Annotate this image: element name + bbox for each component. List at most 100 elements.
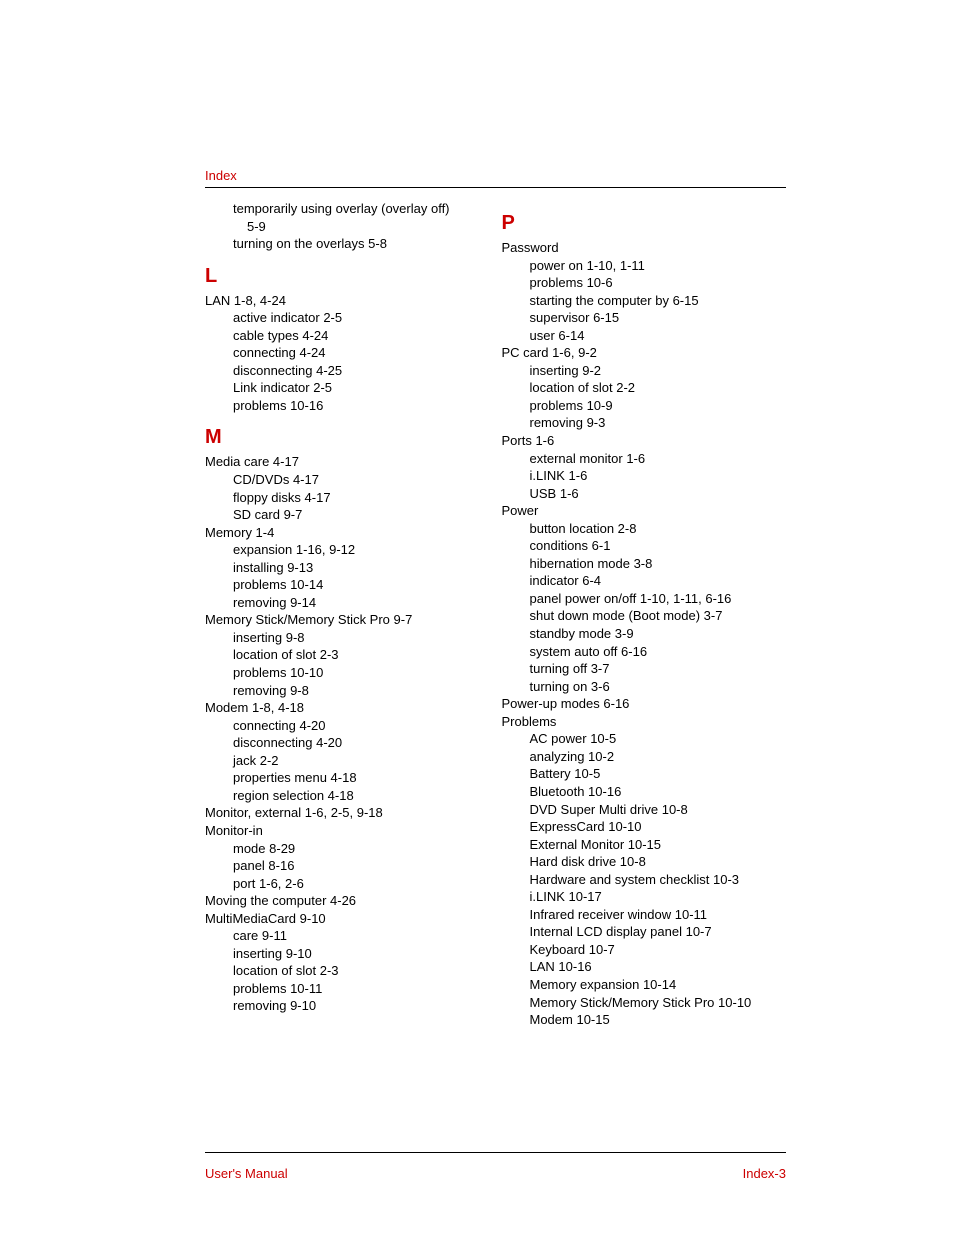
index-entry: inserting 9-8 (233, 629, 490, 647)
footer-right: Index-3 (743, 1166, 786, 1181)
index-entry: USB 1-6 (530, 485, 787, 503)
index-entry: PC card 1-6, 9-2 (502, 344, 787, 362)
index-entry: problems 10-11 (233, 980, 490, 998)
index-entry: shut down mode (Boot mode) 3-7 (530, 607, 787, 625)
index-entry: mode 8-29 (233, 840, 490, 858)
index-entry: connecting 4-20 (233, 717, 490, 735)
index-entry: location of slot 2-3 (233, 962, 490, 980)
index-entry: system auto off 6-16 (530, 643, 787, 661)
index-entry: Power (502, 502, 787, 520)
index-entry: jack 2-2 (233, 752, 490, 770)
index-entry: Moving the computer 4-26 (205, 892, 490, 910)
index-entry: panel power on/off 1-10, 1-11, 6-16 (530, 590, 787, 608)
section-letter: P (502, 210, 787, 237)
index-entry: External Monitor 10-15 (530, 836, 787, 854)
index-entry: problems 10-9 (530, 397, 787, 415)
index-entry: supervisor 6-15 (530, 309, 787, 327)
index-entry: Internal LCD display panel 10-7 (530, 923, 787, 941)
index-entry: indicator 6-4 (530, 572, 787, 590)
index-entry: floppy disks 4-17 (233, 489, 490, 507)
index-columns: temporarily using overlay (overlay off)5… (205, 200, 786, 1029)
index-entry: Password (502, 239, 787, 257)
index-entry: turning off 3-7 (530, 660, 787, 678)
index-entry: temporarily using overlay (overlay off) (233, 200, 490, 218)
index-entry: Ports 1-6 (502, 432, 787, 450)
index-entry: region selection 4-18 (233, 787, 490, 805)
index-entry: hibernation mode 3-8 (530, 555, 787, 573)
index-entry: DVD Super Multi drive 10-8 (530, 801, 787, 819)
index-entry: turning on 3-6 (530, 678, 787, 696)
index-entry: LAN 10-16 (530, 958, 787, 976)
index-entry: conditions 6-1 (530, 537, 787, 555)
top-rule (205, 187, 786, 188)
index-entry: Memory 1-4 (205, 524, 490, 542)
index-entry: panel 8-16 (233, 857, 490, 875)
index-entry: Modem 10-15 (530, 1011, 787, 1029)
index-entry: Modem 1-8, 4-18 (205, 699, 490, 717)
index-entry: power on 1-10, 1-11 (530, 257, 787, 275)
index-entry: care 9-11 (233, 927, 490, 945)
right-column: PPasswordpower on 1-10, 1-11problems 10-… (496, 200, 787, 1029)
index-entry: starting the computer by 6-15 (530, 292, 787, 310)
bottom-rule (205, 1152, 786, 1153)
index-entry: removing 9-10 (233, 997, 490, 1015)
index-entry: location of slot 2-2 (530, 379, 787, 397)
index-entry: external monitor 1-6 (530, 450, 787, 468)
page: Index temporarily using overlay (overlay… (0, 0, 954, 1235)
index-entry: expansion 1-16, 9-12 (233, 541, 490, 559)
index-entry: Battery 10-5 (530, 765, 787, 783)
index-entry: properties menu 4-18 (233, 769, 490, 787)
index-entry: problems 10-10 (233, 664, 490, 682)
index-entry: removing 9-8 (233, 682, 490, 700)
footer: User's Manual Index-3 (205, 1166, 786, 1181)
index-entry: Monitor-in (205, 822, 490, 840)
index-entry: Media care 4-17 (205, 453, 490, 471)
index-entry: inserting 9-10 (233, 945, 490, 963)
section-letter: L (205, 263, 490, 290)
index-entry: ExpressCard 10-10 (530, 818, 787, 836)
index-entry: i.LINK 1-6 (530, 467, 787, 485)
index-entry: disconnecting 4-20 (233, 734, 490, 752)
index-entry: CD/DVDs 4-17 (233, 471, 490, 489)
index-entry: disconnecting 4-25 (233, 362, 490, 380)
index-entry: problems 10-6 (530, 274, 787, 292)
index-entry: removing 9-3 (530, 414, 787, 432)
index-entry: cable types 4-24 (233, 327, 490, 345)
index-entry: active indicator 2-5 (233, 309, 490, 327)
index-entry: Bluetooth 10-16 (530, 783, 787, 801)
index-entry: installing 9-13 (233, 559, 490, 577)
index-entry: standby mode 3-9 (530, 625, 787, 643)
index-entry: Problems (502, 713, 787, 731)
left-column: temporarily using overlay (overlay off)5… (205, 200, 496, 1029)
index-entry: 5-9 (247, 218, 490, 236)
index-entry: Memory expansion 10-14 (530, 976, 787, 994)
index-entry: Keyboard 10-7 (530, 941, 787, 959)
index-entry: Power-up modes 6-16 (502, 695, 787, 713)
index-entry: connecting 4-24 (233, 344, 490, 362)
header-title: Index (205, 168, 786, 183)
index-entry: analyzing 10-2 (530, 748, 787, 766)
section-letter: M (205, 424, 490, 451)
index-entry: Hardware and system checklist 10-3 (530, 871, 787, 889)
index-entry: Link indicator 2-5 (233, 379, 490, 397)
index-entry: Hard disk drive 10-8 (530, 853, 787, 871)
index-entry: inserting 9-2 (530, 362, 787, 380)
index-entry: MultiMediaCard 9-10 (205, 910, 490, 928)
index-entry: problems 10-14 (233, 576, 490, 594)
index-entry: removing 9-14 (233, 594, 490, 612)
index-entry: i.LINK 10-17 (530, 888, 787, 906)
index-entry: SD card 9-7 (233, 506, 490, 524)
index-entry: Memory Stick/Memory Stick Pro 9-7 (205, 611, 490, 629)
index-entry: Monitor, external 1-6, 2-5, 9-18 (205, 804, 490, 822)
index-entry: Memory Stick/Memory Stick Pro 10-10 (530, 994, 787, 1012)
index-entry: port 1-6, 2-6 (233, 875, 490, 893)
index-entry: user 6-14 (530, 327, 787, 345)
index-entry: Infrared receiver window 10-11 (530, 906, 787, 924)
index-entry: button location 2-8 (530, 520, 787, 538)
index-entry: LAN 1-8, 4-24 (205, 292, 490, 310)
index-entry: problems 10-16 (233, 397, 490, 415)
index-entry: location of slot 2-3 (233, 646, 490, 664)
index-entry: turning on the overlays 5-8 (233, 235, 490, 253)
index-entry: AC power 10-5 (530, 730, 787, 748)
footer-left: User's Manual (205, 1166, 288, 1181)
